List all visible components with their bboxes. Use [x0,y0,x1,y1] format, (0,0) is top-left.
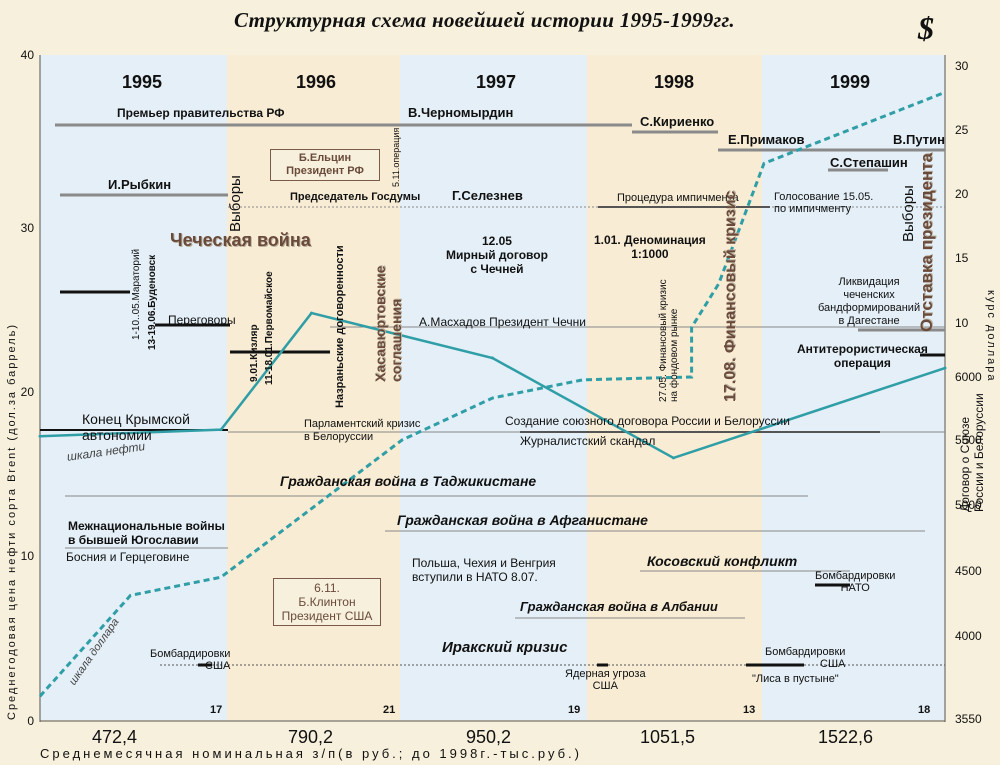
rybkin-label: И.Рыбкин [108,177,172,192]
us-bomb2-label: Бомбардировки США [765,646,846,670]
crimea-label: Конец Крымской автономии [82,411,190,443]
resignation-label: Отставка президента [917,153,936,332]
union-treaty-label: Создание союзного договора России и Бело… [505,414,790,428]
right-tick-4000: 4000 [955,629,982,643]
moratorium-label: 1-10..05.Мараторий [131,248,142,340]
journalist-label: Журналистский скандал [520,434,656,448]
oil-price-point [672,456,675,460]
desert-fox-label: "Лиса в пустыне" [752,673,839,685]
afghan-label: Гражданская война в Афганистане [397,512,648,528]
right-tick-3550: 3550 [955,712,982,726]
right-tick-15: 15 [955,251,969,265]
albania-label: Гражданская война в Албании [520,599,718,614]
stepashin-label: С.Степашин [830,155,908,170]
nato-bomb-label: Бомбардировки НАТО [815,570,896,594]
chernomyrdin-label: В.Черномырдин [408,105,514,120]
right-tick-5000: 5000 [955,498,982,512]
kosovo-label: Косовский конфликт [647,553,798,569]
band-1997 [400,55,587,720]
duma-chair-label: Председатель Госдумы [290,191,421,203]
dollar-icon: $ [918,10,934,46]
bottom-axis-label: Среднемесячная номинальная з/п(в руб.; д… [40,746,582,761]
us-bomb1-label: Бомбардировки США [150,648,231,672]
year-1998: 1998 [654,72,695,92]
budennovsk-label: 13-19.06.Буденовск [147,254,158,350]
right-tick-5500: 5500 [955,433,982,447]
right-tick-4500: 4500 [955,564,982,578]
oil-price-point [310,311,313,315]
small-num-1997: 19 [568,704,581,716]
left-tick-30: 30 [20,221,34,235]
elections-1999-label: Выборы [900,185,917,242]
band-1999 [762,55,945,720]
nazran-label: Назраньские договоренности [334,245,346,408]
band-1995 [40,55,227,720]
oil-price-point [491,356,494,360]
chart-title: Структурная схема новейшей истории 1995-… [234,8,735,32]
union-vertical-label: Договор о Союзе России и Белоруссии [958,393,986,512]
left-tick-40: 40 [20,48,34,62]
elections-1996-label: Выборы [227,175,244,232]
oil-price-series-line [39,311,946,460]
wage-1999: 1522,6 [818,727,874,747]
small-num-1998: 13 [743,704,756,716]
right-tick-10: 10 [955,316,969,330]
belarus-crisis-label: Парламентский кризис в Белоруссии [304,418,421,443]
oil-price-point [943,366,947,370]
negotiations-label: Переговоры [168,313,236,327]
right-tick-20: 20 [955,187,969,201]
left-tick-20: 20 [20,385,34,399]
kizlyar-label: 9.01.Кизляр [249,324,260,382]
year-1997: 1997 [476,72,517,92]
primakov-label: Е.Примаков [728,132,805,147]
kirienko-label: С.Кириенко [640,114,715,129]
wage-1998: 1051,5 [640,727,696,747]
small-num-1999: 18 [918,704,931,716]
financial-crisis-label: 17.08. Финансовый кризис [722,190,739,402]
impeachment-vote-label: Голосование 15.05. по импичменту [774,191,874,215]
maskhadov-label: А.Масхадов Президент Чечни [419,315,586,329]
wage-1997: 950,2 [466,727,512,747]
nuclear-label: Ядерная угроза США [565,668,646,692]
yeltsin-box: Б.Ельцин Президент РФ [270,149,380,181]
wage-1996: 790,2 [288,727,334,747]
clinton-box: 6.11. Б.Клинтон Президент США [273,578,381,626]
khasavyurt-label: Хасавюртовские соглашения [372,265,404,382]
year-1999: 1999 [830,72,871,92]
small-num-1995: 17 [210,704,223,716]
oil-price-point [38,434,42,438]
antiterror-label: Антитерористическая операция [797,342,928,370]
putin-label: В.Путин [893,132,945,147]
denomination-label: 1.01. Деноминация 1:1000 [594,233,706,261]
small-num-1996: 21 [383,704,396,716]
year-1996: 1996 [296,72,337,92]
tajik-label: Гражданская война в Таджикистане [280,473,537,489]
right-tick-30: 30 [955,59,969,73]
wage-1995: 472,4 [92,727,138,747]
bosnia-label: Босния и Герцеговине [66,550,190,564]
right-tick-25: 25 [955,123,969,137]
right-tick-6000: 6000 [955,370,982,384]
peace-treaty-label: 12.05 Мирный договор с Чечней [446,234,548,276]
crisis-stock-label: 27.05. Финансовый кризис на фондовом рын… [658,279,680,402]
oil-price-point [219,428,223,432]
left-tick-10: 10 [20,549,34,563]
premier-label: Премьер правительства РФ [117,106,285,120]
impeachment-label: Процедура импичмента [617,192,739,204]
nov5-label: 5.11.операция [391,127,401,187]
chechen-war-label: Чеческая война [170,230,311,250]
dollar-rate-series-line [38,90,946,698]
nato-expansion-label: Польша, Чехия и Венгрия вступили в НАТО … [412,556,556,584]
year-1995: 1995 [122,72,163,92]
yugoslav-label: Межнациональные войны в бывшей Югославии [68,519,225,547]
pervomayskoe-label: 11-18.01.Первомайское [264,271,275,385]
band-1998 [587,55,762,720]
iraq-label: Иракский кризис [442,639,568,656]
left-tick-0: 0 [27,714,34,728]
dagestan-label: Ликвидация чеченских бандформирований в … [818,276,921,327]
seleznev-label: Г.Селезнев [452,188,523,203]
